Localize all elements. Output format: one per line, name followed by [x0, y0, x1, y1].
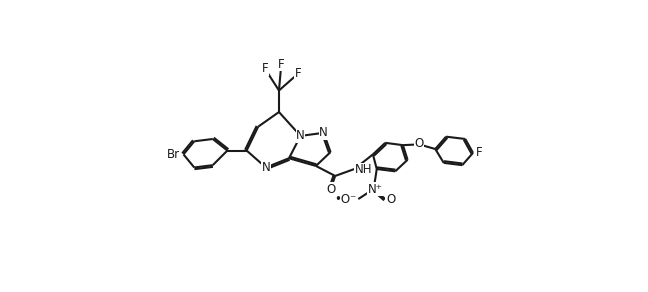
Text: F: F: [278, 58, 284, 71]
Text: N⁺: N⁺: [368, 182, 383, 196]
Text: N: N: [319, 126, 328, 139]
Text: N: N: [296, 129, 305, 142]
Text: O: O: [326, 182, 335, 196]
Text: Br: Br: [167, 148, 180, 161]
Text: O: O: [386, 192, 395, 206]
Text: F: F: [295, 67, 301, 80]
Text: N: N: [262, 161, 270, 174]
Text: O: O: [415, 137, 424, 150]
Text: •O⁻: •O⁻: [334, 192, 357, 206]
Text: F: F: [476, 146, 483, 159]
Text: F: F: [262, 62, 268, 75]
Text: NH: NH: [354, 163, 372, 176]
